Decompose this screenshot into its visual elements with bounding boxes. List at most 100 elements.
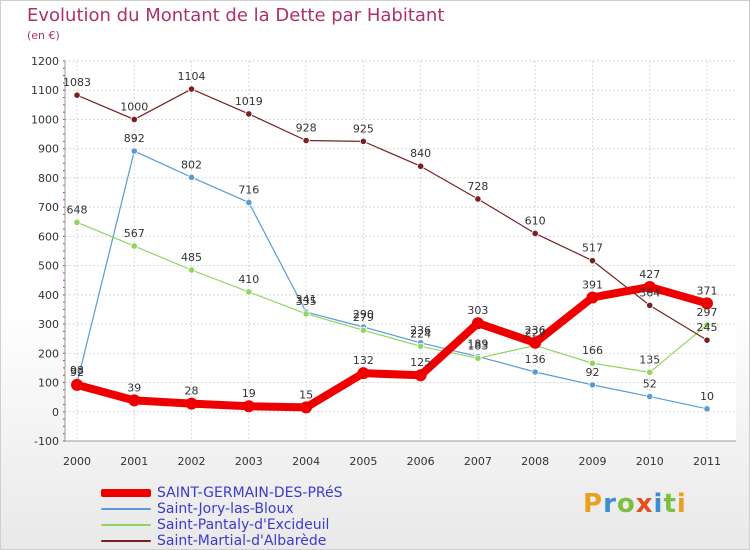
series-line-saint-germain-des-pres (73, 282, 711, 412)
logo-letter: x (635, 489, 654, 519)
data-point-saint-jory-las-bloux (187, 173, 196, 181)
x-tick-label: 2003 (235, 455, 263, 468)
data-label-saint-jory-las-bloux: 236 (410, 324, 431, 337)
data-label-saint-martial-d-albarede: 1019 (235, 95, 263, 108)
data-label-saint-germain-des-pres: 391 (582, 278, 603, 291)
y-tick-label: 1200 (31, 55, 59, 68)
data-label-saint-germain-des-pres: 427 (639, 268, 660, 281)
y-tick-label: 0 (52, 406, 59, 419)
x-tick-label: 2011 (693, 455, 721, 468)
data-point-saint-pantaly-d-excideuil (187, 266, 196, 274)
data-label-saint-pantaly-d-excideuil: 648 (67, 203, 88, 216)
legend-label: Saint-Pantaly-d'Excideuil (157, 517, 330, 533)
data-label-saint-jory-las-bloux: 716 (238, 183, 259, 196)
data-label-saint-jory-las-bloux: 189 (467, 338, 488, 351)
x-tick-label: 2009 (578, 455, 606, 468)
data-point-saint-jory-las-bloux (245, 198, 253, 207)
legend-swatch (101, 524, 151, 526)
data-label-saint-pantaly-d-excideuil: 224 (410, 327, 431, 340)
data-label-saint-pantaly-d-excideuil: 335 (296, 295, 317, 308)
data-point-saint-germain-des-pres (701, 297, 713, 310)
data-label-saint-martial-d-albarede: 1083 (63, 76, 91, 89)
data-label-saint-jory-las-bloux: 802 (181, 158, 202, 171)
data-label-saint-pantaly-d-excideuil: 166 (582, 344, 603, 357)
data-label-saint-martial-d-albarede: 1104 (178, 70, 206, 83)
data-point-saint-pantaly-d-excideuil (130, 242, 138, 250)
data-label-saint-germain-des-pres: 28 (185, 385, 199, 398)
data-point-saint-pantaly-d-excideuil (703, 321, 711, 329)
data-label-saint-germain-des-pres: 92 (70, 366, 84, 379)
data-label-saint-martial-d-albarede: 245 (697, 321, 718, 334)
x-tick-label: 2006 (407, 455, 435, 468)
y-tick-label: 1100 (31, 84, 59, 97)
data-label-saint-jory-las-bloux: 341 (296, 293, 317, 306)
x-tick-label: 2000 (63, 455, 91, 468)
y-tick-label: 500 (38, 260, 59, 273)
logo-letter: r (603, 489, 617, 519)
logo-letter: i (676, 489, 687, 519)
y-tick-label: 600 (38, 230, 59, 243)
y-tick-label: 900 (38, 143, 59, 156)
legend-swatch (101, 540, 151, 542)
data-label-saint-martial-d-albarede: 925 (353, 122, 374, 135)
chart-subtitle: (en €) (27, 29, 60, 42)
data-point-saint-martial-d-albarede (588, 257, 597, 265)
data-point-saint-martial-d-albarede (359, 137, 367, 145)
data-point-saint-germain-des-pres (185, 397, 198, 410)
data-point-saint-pantaly-d-excideuil (359, 326, 367, 334)
data-point-saint-germain-des-pres (242, 400, 255, 413)
data-point-saint-martial-d-albarede (187, 85, 196, 93)
y-tick-label: 1000 (31, 113, 59, 126)
data-label-saint-pantaly-d-excideuil: 567 (124, 227, 145, 240)
data-point-saint-martial-d-albarede (531, 229, 539, 238)
legend-item: Saint-Pantaly-d'Excideuil (101, 517, 343, 533)
data-label-saint-martial-d-albarede: 840 (410, 147, 431, 160)
data-point-saint-martial-d-albarede (302, 136, 310, 145)
legend-item: SAINT-GERMAIN-DES-PRéS (101, 485, 343, 501)
data-label-saint-jory-las-bloux: 10 (700, 390, 714, 403)
chart-title: Evolution du Montant de la Dette par Hab… (27, 5, 445, 26)
logo-letter: P (583, 489, 604, 519)
data-label-saint-pantaly-d-excideuil: 135 (639, 353, 660, 366)
data-point-saint-martial-d-albarede (417, 162, 425, 170)
y-tick-label: -100 (34, 435, 59, 448)
data-label-saint-jory-las-bloux: 892 (124, 132, 145, 145)
data-label-saint-martial-d-albarede: 1000 (120, 100, 148, 113)
legend-item: Saint-Martial-d'Albarède (101, 533, 343, 549)
data-point-saint-pantaly-d-excideuil (646, 368, 654, 376)
data-label-saint-jory-las-bloux: 98 (70, 364, 84, 377)
data-point-saint-jory-las-bloux (703, 405, 711, 413)
x-tick-label: 2002 (178, 455, 206, 468)
y-tick-label: 100 (38, 377, 59, 390)
data-point-saint-jory-las-bloux (588, 381, 597, 389)
data-point-saint-jory-las-bloux (646, 392, 654, 401)
data-point-saint-germain-des-pres (586, 291, 599, 304)
data-point-saint-pantaly-d-excideuil (302, 310, 310, 318)
data-point-saint-germain-des-pres (128, 394, 141, 407)
data-label-saint-germain-des-pres: 236 (525, 324, 546, 337)
proxiti-logo: Proxiti (583, 489, 687, 519)
chart-legend: SAINT-GERMAIN-DES-PRéS Saint-Jory-las-Blo… (101, 485, 343, 549)
y-tick-label: 300 (38, 318, 59, 331)
x-tick-label: 2004 (292, 455, 320, 468)
x-tick-label: 2007 (464, 455, 492, 468)
data-label-saint-germain-des-pres: 39 (127, 381, 141, 394)
data-point-saint-pantaly-d-excideuil (245, 288, 253, 296)
data-label-saint-pantaly-d-excideuil: 183 (467, 339, 488, 352)
legend-label: Saint-Martial-d'Albarède (157, 533, 327, 549)
data-point-saint-germain-des-pres (300, 401, 313, 414)
logo-letter: t (663, 489, 677, 519)
x-tick-label: 2010 (636, 455, 664, 468)
x-tick-label: 2001 (120, 455, 148, 468)
data-point-saint-germain-des-pres (643, 280, 656, 293)
data-label-saint-martial-d-albarede: 610 (525, 214, 546, 227)
data-point-saint-pantaly-d-excideuil (417, 342, 425, 350)
y-tick-label: 800 (38, 172, 59, 185)
data-point-saint-martial-d-albarede (474, 195, 482, 203)
legend-item: Saint-Jory-las-Bloux (101, 501, 343, 517)
data-label-saint-martial-d-albarede: 928 (296, 122, 317, 135)
series-line-saint-martial-d-albarede (76, 88, 708, 341)
data-point-saint-germain-des-pres (529, 336, 542, 349)
